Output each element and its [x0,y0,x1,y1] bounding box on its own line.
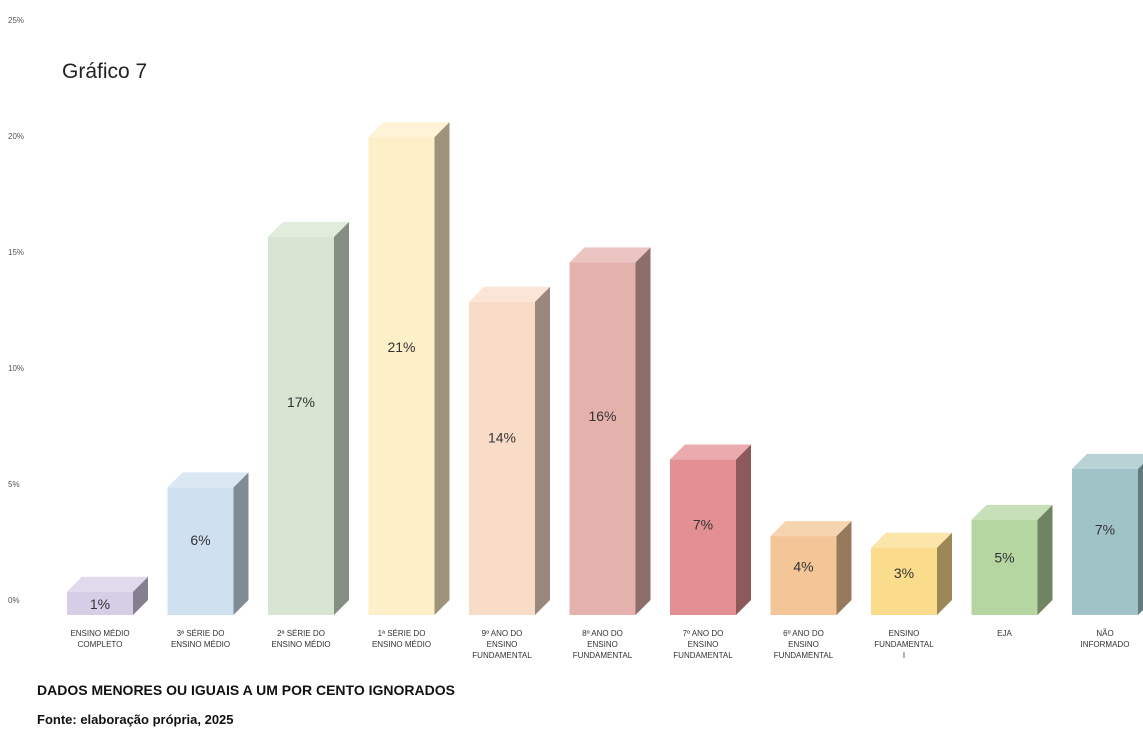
data-label: 1% [90,596,110,612]
bar-top [971,504,1053,520]
bar [770,536,837,615]
bar-top [770,521,852,537]
y-tick-label: 10% [8,364,24,373]
bar-top [569,247,651,263]
data-label: 17% [287,394,315,410]
bar [1072,468,1138,615]
bar-top [871,532,952,548]
bar-side [736,444,751,615]
bar-top [167,472,249,488]
bar-top [670,444,751,460]
bar-chart: Gráfico 7 0% 5% 10% 15% 20% 25% 1% ENSINO MÉDIO C… [8,16,1143,660]
bar-side [133,576,148,615]
bar-side [535,286,550,615]
bar-top [1072,453,1143,469]
x-tick-label: 6º ANO DO ENSINO FUNDAMENTAL [774,629,834,660]
y-tick-label: 5% [8,480,20,489]
bar [469,301,535,615]
bar-side [635,247,651,616]
x-tick-label: 3ª SÉRIE DO ENSINO MÉDIO [171,629,230,649]
bar-side [836,521,852,615]
source-note: Fonte: elaboração própria, 2025 [37,712,234,727]
bar-side [434,122,450,615]
data-label: 14% [488,430,516,446]
bar-side [1037,504,1053,615]
bar-side [1138,463,1143,615]
bar [569,262,636,615]
bar-top [67,576,148,592]
y-tick-label: 15% [8,248,24,257]
data-label: 3% [894,565,914,581]
bar [167,487,234,615]
y-tick-label: 0% [8,596,20,605]
data-label: 21% [387,339,415,355]
bar [871,547,937,615]
x-tick-label: ENSINO MÉDIO COMPLETO [70,629,129,649]
data-label: 7% [693,517,713,533]
bar-side [937,532,952,615]
bar [67,591,133,615]
x-tick-label: 8º ANO DO ENSINO FUNDAMENTAL [573,629,633,660]
x-tick-label: ENSINO FUNDAMENTAL I [874,629,934,660]
x-tick-label: 2ª SÉRIE DO ENSINO MÉDIO [271,629,330,649]
bar-top [268,221,349,237]
bar [670,459,736,615]
data-label: 6% [190,532,210,548]
bar-top [469,286,550,302]
bar [971,519,1038,615]
x-tick-label: 7º ANO DO ENSINO FUNDAMENTAL [673,629,733,660]
x-tick-label: 9º ANO DO ENSINO FUNDAMENTAL [472,629,532,660]
ignored-data-note: DADOS MENORES OU IGUAIS A UM POR CENTO I… [37,682,455,698]
bar-side [334,221,349,615]
bar [268,236,334,615]
y-tick-label: 25% [8,16,24,25]
y-tick-label: 20% [8,132,24,141]
data-label: 16% [588,408,616,424]
data-label: 5% [994,550,1014,566]
chart-title: Gráfico 7 [62,60,147,83]
bar-top [368,122,450,138]
x-tick-label: NÃO INFORMADO [1081,629,1130,649]
x-tick-label: EJA [997,629,1012,638]
data-label: 7% [1095,522,1115,538]
bar [368,137,435,615]
x-tick-label: 1ª SÉRIE DO ENSINO MÉDIO [372,629,431,649]
data-label: 4% [793,559,813,575]
bar-side [233,472,249,615]
